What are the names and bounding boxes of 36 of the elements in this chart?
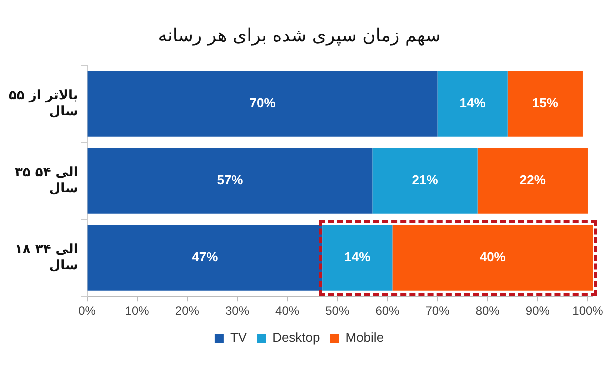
bar	[88, 148, 373, 214]
bar	[438, 71, 508, 137]
data-label: 47%	[192, 250, 219, 265]
x-tick-label: 60%	[376, 304, 400, 318]
bar	[478, 148, 588, 214]
y-tick-label: ۳۵ الی ۵۴ سال	[14, 166, 78, 196]
data-label: 15%	[532, 96, 559, 111]
chart-title: سهم زمان سپری شده برای هر رسانه	[158, 25, 441, 46]
bar	[88, 71, 438, 137]
legend-label: Mobile	[346, 330, 384, 346]
x-tick-label: 50%	[326, 304, 350, 318]
x-tick-label: 100%	[572, 304, 604, 318]
bar	[322, 225, 393, 291]
data-label: 57%	[217, 172, 244, 188]
bar	[508, 71, 583, 137]
data-label: 40%	[480, 250, 506, 265]
x-tick-label: 0%	[78, 304, 96, 318]
x-tick-label: 90%	[526, 304, 550, 318]
data-label: 14%	[460, 96, 486, 111]
x-tick-label: 80%	[476, 304, 500, 318]
bar	[88, 225, 323, 291]
x-tick-label: 40%	[276, 304, 300, 318]
x-tick-label: 20%	[175, 304, 200, 318]
x-tick-label: 70%	[426, 304, 450, 318]
legend-label: Desktop	[272, 330, 320, 346]
y-tick-label: بالاتر از ۵۵ سال	[8, 88, 78, 120]
x-tick-label: 10%	[125, 304, 150, 318]
y-tick-label: ۱۸ الی ۳۴ سال	[14, 242, 78, 274]
data-label: 14%	[344, 250, 372, 265]
data-label: 70%	[250, 96, 276, 111]
legend-label: TV	[230, 330, 248, 346]
data-label: 21%	[412, 172, 439, 188]
bar	[392, 225, 593, 291]
bar	[372, 148, 478, 214]
data-label: 22%	[520, 172, 546, 188]
x-tick-label: 30%	[225, 304, 250, 318]
